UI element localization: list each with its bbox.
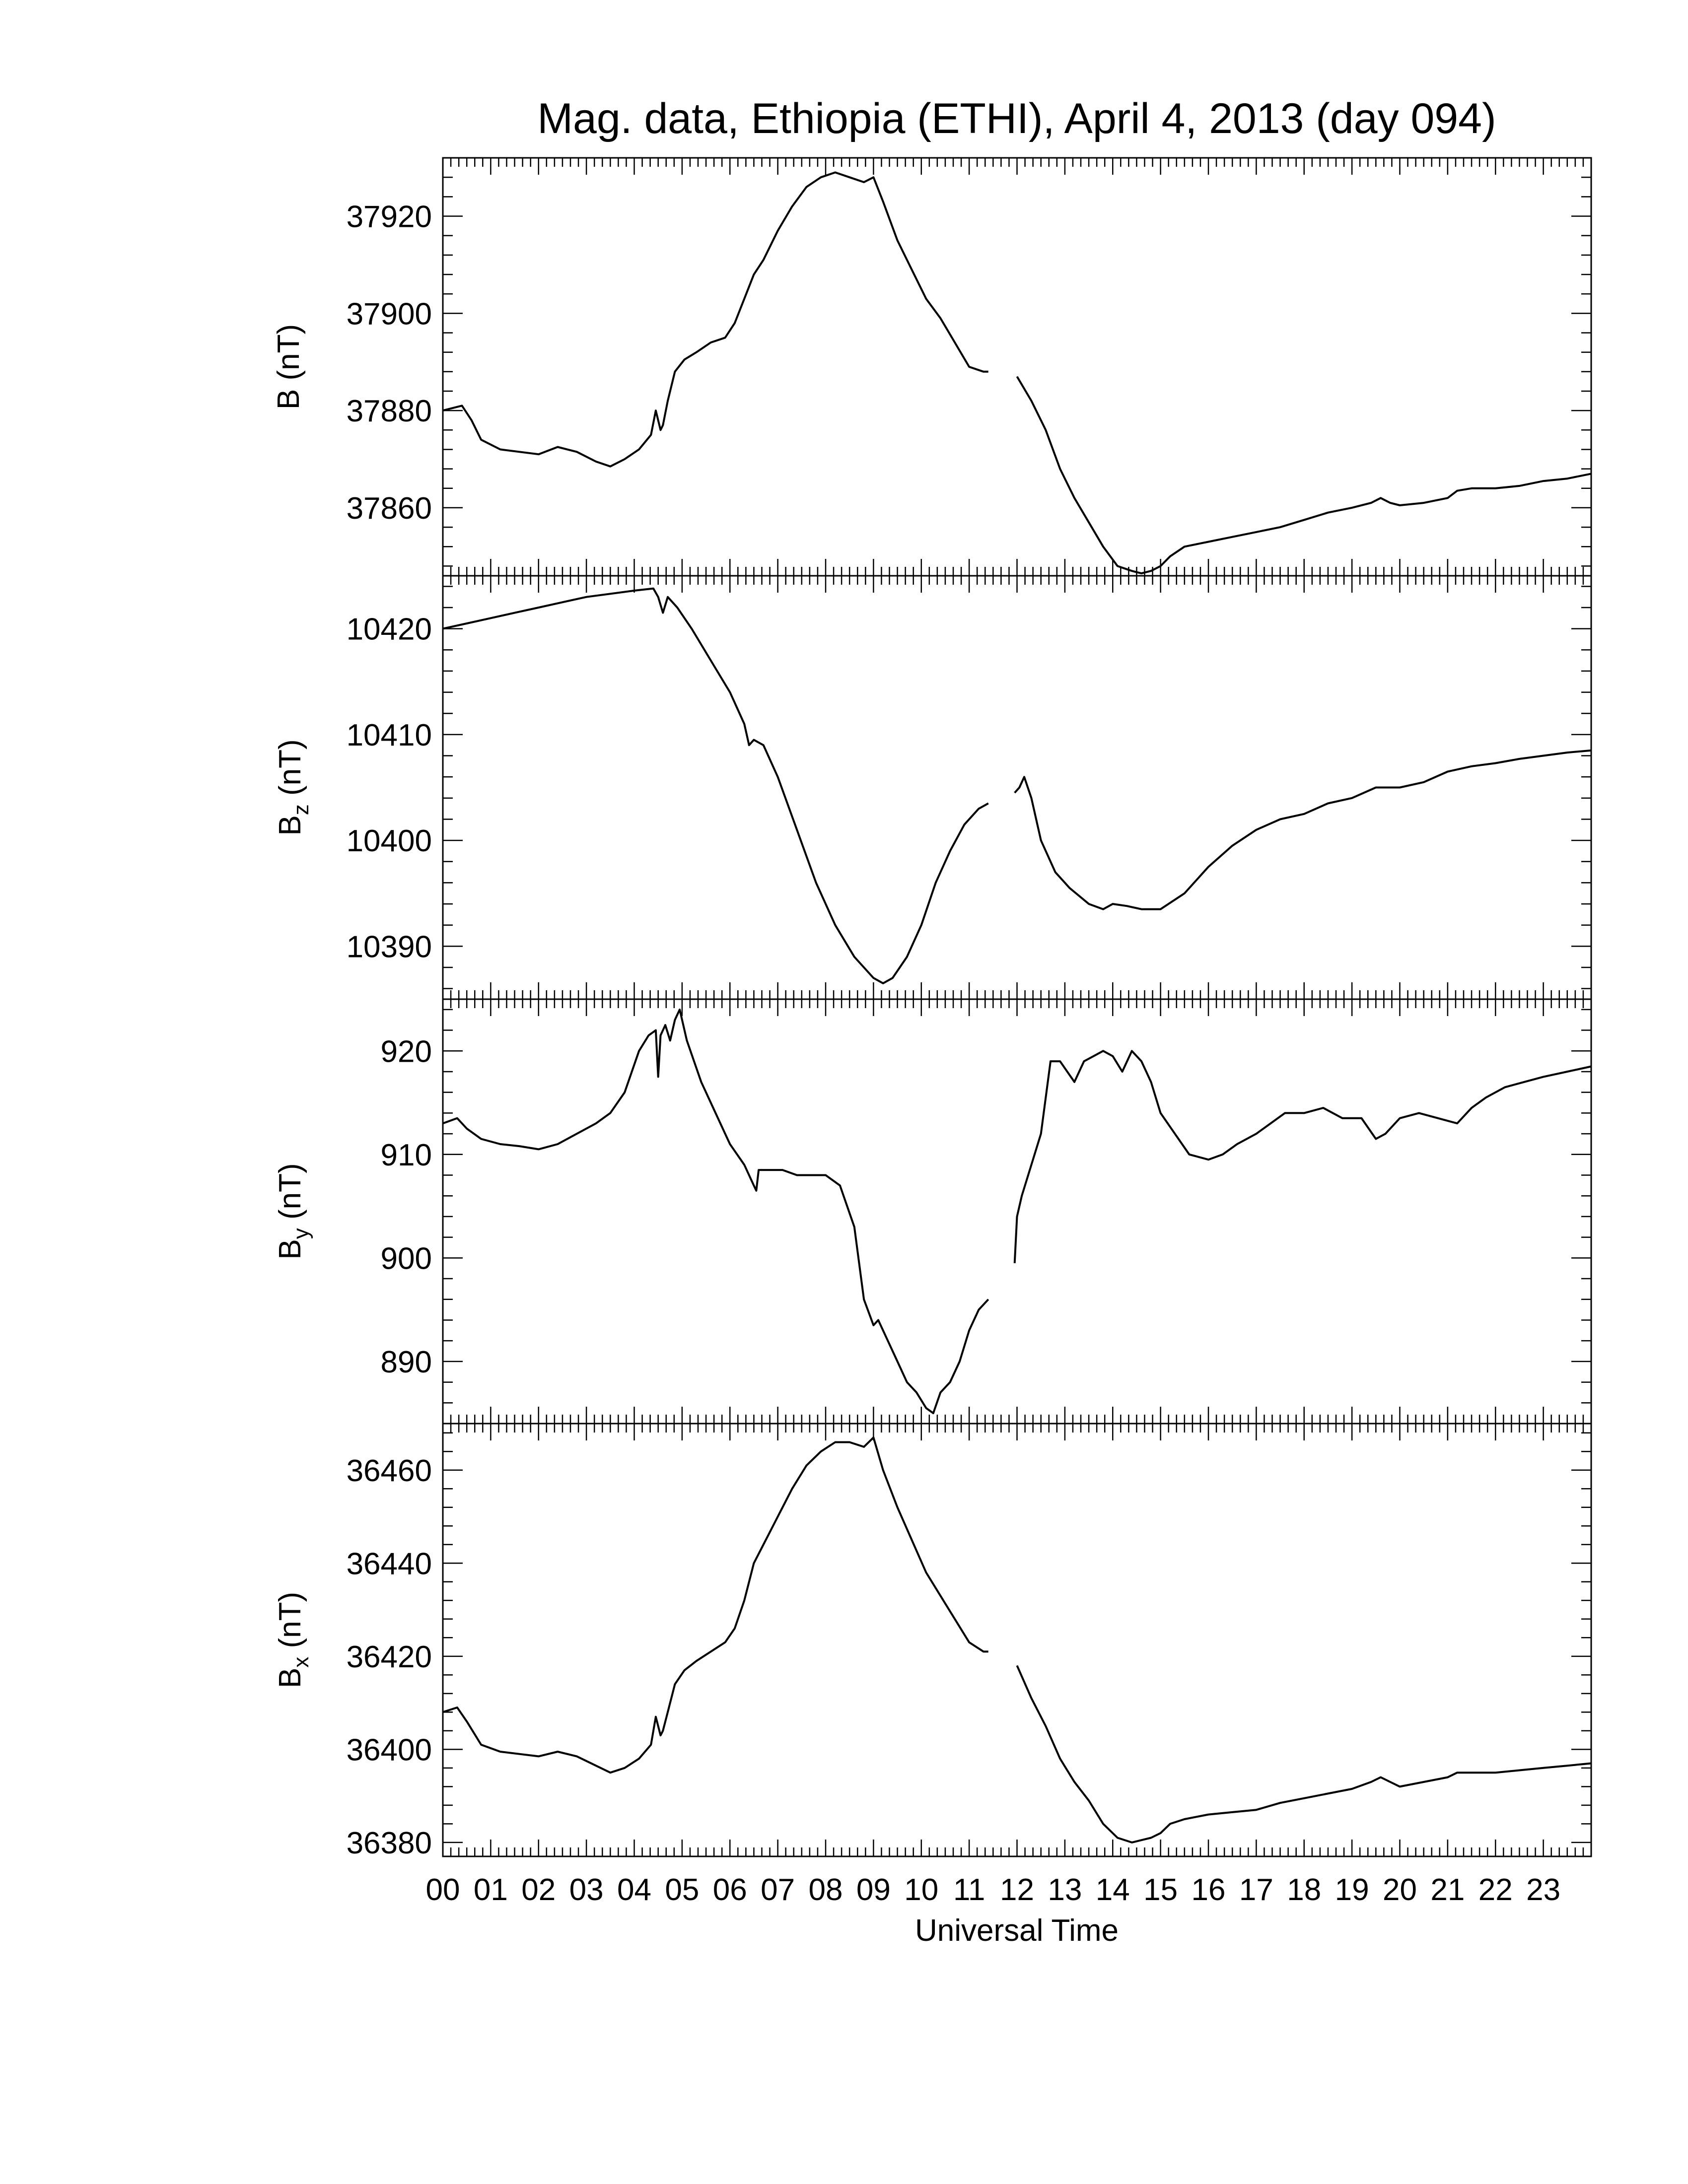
x-tick-label: 21 — [1430, 1873, 1465, 1907]
panel-bz: 10390 10400 10410 10420 Bz (nT) — [273, 575, 1592, 1000]
x-tick-label: 18 — [1287, 1873, 1321, 1907]
x-tick-label: 22 — [1478, 1873, 1513, 1907]
x-tick-label: 06 — [713, 1873, 747, 1907]
x-tick-label: 01 — [474, 1873, 508, 1907]
y-tick-label-by: 910 — [381, 1138, 432, 1172]
y-tick-label-by: 900 — [381, 1241, 432, 1276]
x-tick-label: 23 — [1526, 1873, 1560, 1907]
y-tick-label-bx: 36380 — [347, 1826, 432, 1860]
x-axis-label: Universal Time — [915, 1913, 1119, 1948]
y-axis-label-by: By (nT) — [273, 1163, 313, 1259]
x-tick-label: 20 — [1383, 1873, 1417, 1907]
x-tick-label: 17 — [1239, 1873, 1273, 1907]
y-tick-label-b: 37860 — [347, 491, 432, 526]
y-tick-label-bz: 10420 — [347, 613, 432, 647]
panel-bx: 36380 36400 36420 36440 36460 Bx (nT) — [273, 1423, 1592, 1860]
y-tick-label-b: 37920 — [347, 200, 432, 234]
x-tick-label: 19 — [1335, 1873, 1369, 1907]
panel-by: 890 900 910 920 By (nT) — [273, 998, 1592, 1425]
y-tick-label-by: 920 — [381, 1034, 432, 1069]
series-line-bx — [442, 1436, 1592, 1843]
figure-title: Mag. data, Ethiopia (ETHI), April 4, 201… — [537, 95, 1496, 142]
panel-b: 37860 37880 37900 37920 B (nT) — [272, 157, 1592, 577]
x-tick-label: 04 — [617, 1873, 651, 1907]
series-line-b — [442, 171, 1592, 575]
y-tick-label-by: 890 — [381, 1345, 432, 1379]
y-tick-label-bz: 10390 — [347, 930, 432, 964]
x-tick-label: 16 — [1192, 1873, 1226, 1907]
x-tick-label: 08 — [809, 1873, 843, 1907]
series-line-by — [442, 1008, 1592, 1415]
series-line-bz — [442, 587, 1592, 984]
y-tick-label-b: 37880 — [347, 394, 432, 428]
x-tick-label: 02 — [521, 1873, 556, 1907]
x-tick-label: 15 — [1143, 1873, 1178, 1907]
x-tick-label: 00 — [426, 1873, 460, 1907]
panels: 37860 37880 37900 37920 B (nT) 10390 10400 1041… — [272, 157, 1592, 1860]
x-tick-label: 03 — [569, 1873, 604, 1907]
x-tick-label: 10 — [904, 1873, 938, 1907]
y-tick-label-bz: 10410 — [347, 718, 432, 752]
y-tick-label-bx: 36420 — [347, 1640, 432, 1674]
y-axis-label-b: B (nT) — [272, 324, 306, 410]
y-axis-label-bz: Bz (nT) — [273, 739, 313, 835]
x-tick-label: 13 — [1048, 1873, 1082, 1907]
x-tick-label: 11 — [953, 1873, 985, 1907]
y-tick-label-bx: 36440 — [347, 1547, 432, 1581]
y-tick-label-bx: 36400 — [347, 1733, 432, 1767]
x-tick-label: 09 — [856, 1873, 891, 1907]
x-tick-label: 12 — [1000, 1873, 1034, 1907]
y-tick-label-bx: 36460 — [347, 1454, 432, 1488]
x-tick-label: 07 — [761, 1873, 795, 1907]
y-axis-label-bx: Bx (nT) — [273, 1592, 313, 1688]
x-tick-label: 14 — [1096, 1873, 1130, 1907]
x-tick-labels: 00 01 02 03 04 05 06 07 08 09 10 11 12 13 14 15 16 17 18 19… — [426, 1873, 1561, 1907]
y-tick-label-bz: 10400 — [347, 824, 432, 858]
x-tick-label: 05 — [665, 1873, 699, 1907]
y-tick-label-b: 37900 — [347, 297, 432, 331]
